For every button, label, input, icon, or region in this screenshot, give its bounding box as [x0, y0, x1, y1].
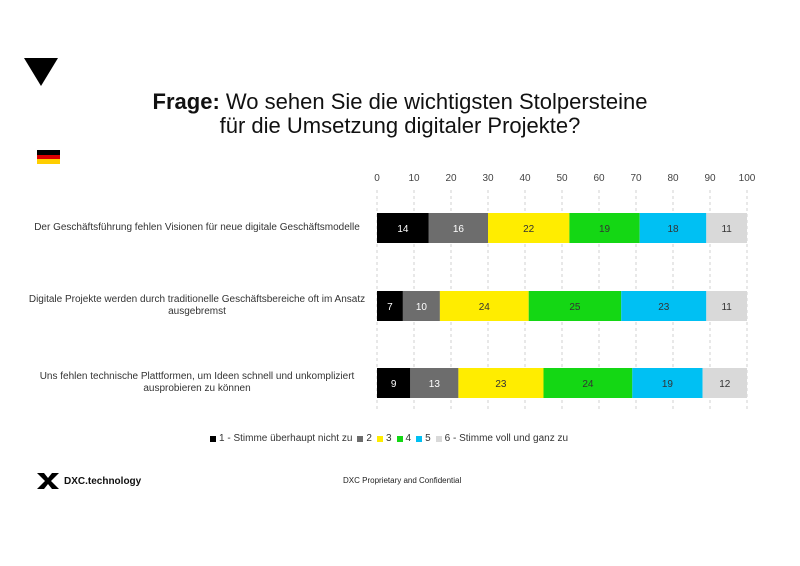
bar-value-label: 14: [397, 224, 409, 235]
bar-segment: [621, 291, 707, 321]
bar-value-label: 10: [416, 302, 428, 313]
legend-label: 4: [405, 433, 412, 444]
category-label: Der Geschäftsführung fehlen Visionen für…: [34, 222, 360, 233]
title-line1: Wo sehen Sie die wichtigsten Stolperstei…: [225, 89, 648, 114]
bar-value-label: 7: [387, 302, 393, 313]
legend-swatch: [416, 435, 423, 442]
bar-segment: [488, 213, 570, 243]
logo-text: DXC.technology: [64, 475, 142, 487]
legend-swatch: [396, 435, 403, 442]
legend-label: 3: [385, 433, 392, 444]
legend-item: 4: [396, 433, 412, 444]
legend-swatch: [376, 435, 383, 442]
dxc-logo: DXC.technology: [37, 473, 141, 489]
bar-value-label: 19: [662, 379, 674, 390]
bar-segment: [569, 213, 640, 243]
legend-label: 1 - Stimme überhaupt nicht zu: [219, 433, 353, 444]
category-label: Digitale Projekte werden durch tradition…: [28, 294, 366, 317]
chart-legend: 1 - Stimme überhaupt nicht zu 2 3 4 5 6 …: [210, 433, 573, 444]
bar-segment: [377, 213, 429, 243]
bar-segment: [377, 291, 403, 321]
bar-segment: [377, 368, 411, 398]
bar-value-label: 22: [523, 224, 535, 235]
x-tick-label: 10: [408, 173, 420, 184]
bar-segment: [410, 368, 459, 398]
legend-item: 6 - Stimme voll und ganz zu: [435, 433, 569, 444]
x-tick-label: 50: [556, 173, 568, 184]
flag-stripe: [37, 150, 60, 155]
legend-label: 2: [366, 433, 372, 444]
x-tick-label: 60: [593, 173, 605, 184]
flag-stripe: [37, 154, 60, 160]
dxc-logo-icon: [37, 473, 59, 489]
bar-value-label: 25: [569, 302, 581, 313]
bar-segment: [528, 291, 622, 321]
x-tick-label: 20: [445, 173, 457, 184]
legend-item: 1 - Stimme überhaupt nicht zu: [210, 433, 352, 444]
legend-swatch: [435, 435, 442, 442]
bar-value-label: 24: [582, 379, 594, 390]
legend-swatch: [210, 435, 216, 442]
bar-value-label: 11: [721, 302, 732, 313]
page-title: Frage: Wo sehen Sie die wichtigsten Stol…: [110, 90, 690, 138]
confidential-notice: DXC Proprietary and Confidential: [343, 476, 462, 485]
bar-value-label: 18: [667, 224, 679, 235]
bar-value-label: 9: [391, 379, 397, 390]
germany-flag-icon: [37, 150, 60, 164]
bar-segment: [428, 213, 488, 243]
bar-value-label: 24: [479, 302, 491, 313]
title-line2: für die Umsetzung digitaler Projekte?: [219, 113, 581, 138]
bar-segment: [402, 291, 440, 321]
bar-segment: [706, 213, 747, 243]
bar-value-label: 11: [721, 224, 732, 235]
legend-label: 5: [425, 433, 431, 444]
triangle-marker-icon: [24, 58, 58, 86]
legend-item: 3: [376, 433, 392, 444]
bar-value-label: 23: [495, 379, 507, 390]
bar-segment: [458, 368, 544, 398]
legend-item: 2: [357, 433, 372, 444]
x-tick-label: 30: [482, 173, 494, 184]
x-tick-label: 80: [667, 173, 679, 184]
bar-segment: [639, 213, 707, 243]
x-tick-label: 0: [374, 173, 380, 184]
x-tick-label: 100: [739, 173, 756, 184]
x-tick-label: 40: [519, 173, 531, 184]
title-bold: Frage:: [152, 89, 220, 114]
bar-segment: [543, 368, 633, 398]
bar-value-label: 23: [658, 302, 670, 313]
bar-value-label: 13: [429, 379, 441, 390]
bar-segment: [706, 291, 747, 321]
bar-value-label: 12: [719, 379, 731, 390]
bar-segment: [632, 368, 703, 398]
bar-segment: [702, 368, 747, 398]
bar-value-label: 16: [453, 224, 465, 235]
legend-label: 6 - Stimme voll und ganz zu: [444, 433, 569, 444]
bar-segment: [439, 291, 529, 321]
flag-stripe: [37, 159, 60, 164]
category-label: Uns fehlen technische Plattformen, um Id…: [39, 371, 355, 394]
x-tick-label: 90: [704, 173, 716, 184]
legend-item: 5: [416, 433, 431, 444]
bar-value-label: 19: [599, 224, 611, 235]
x-tick-label: 70: [630, 173, 642, 184]
legend-swatch: [357, 435, 364, 442]
